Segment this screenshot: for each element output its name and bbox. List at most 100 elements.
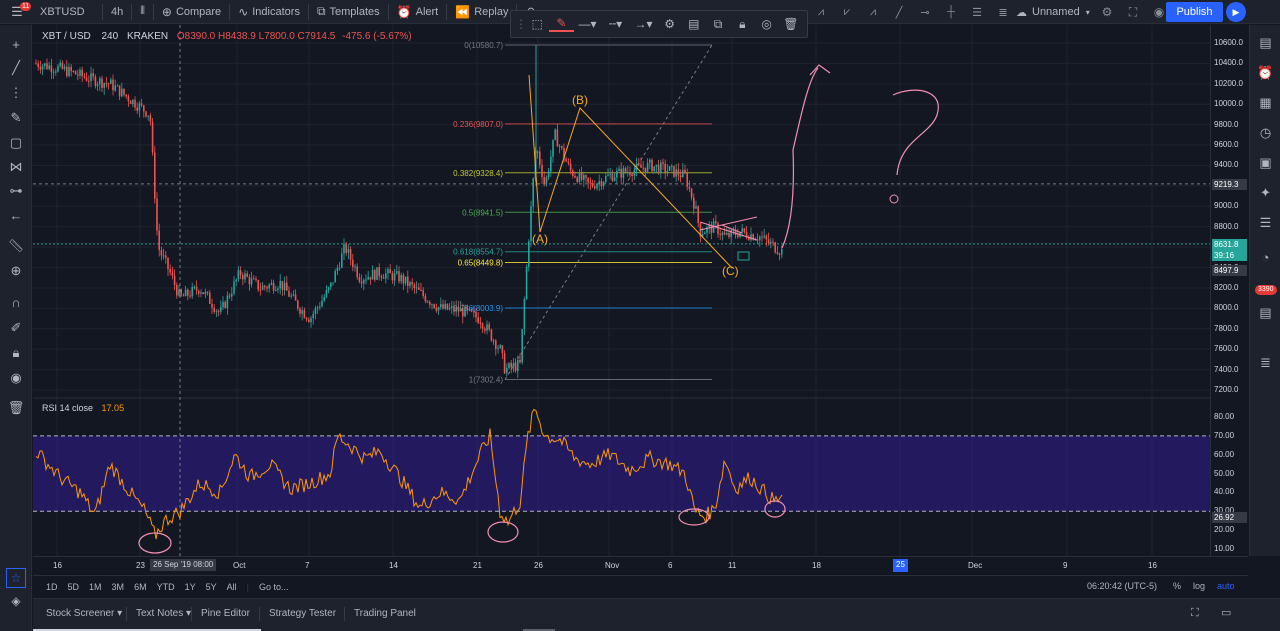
publish-button[interactable]: Publish	[1166, 2, 1223, 22]
star-favorites-icon[interactable]: ☆	[6, 568, 26, 588]
interval-button[interactable]: 4h	[111, 5, 124, 18]
bottom-tab-strategy-tester[interactable]: Strategy Tester	[269, 608, 337, 619]
calendar-icon[interactable]: ▣	[1259, 155, 1272, 170]
clock[interactable]: 06:20:42 (UTC-5)	[1087, 581, 1158, 591]
bottom-tab-pine-editor[interactable]: Pine Editor	[201, 608, 250, 619]
fib-icon[interactable]: ⋮	[9, 85, 23, 100]
drag-handle-icon[interactable]: ⋮	[515, 17, 527, 31]
text-icon[interactable]: ▢	[9, 135, 23, 150]
templates-button[interactable]: ⧉ Templates	[311, 0, 386, 24]
pattern-wave-icon[interactable]: ⩘	[869, 5, 877, 18]
hotlist-icon[interactable]: ◷	[1259, 125, 1272, 140]
compare-button[interactable]: ⊕ Compare	[156, 0, 227, 24]
alerts-icon[interactable]: ⏰	[1257, 65, 1274, 80]
trend-line-icon[interactable]: ╱	[12, 60, 20, 75]
order-panel-icon[interactable]: ▤	[1259, 305, 1272, 320]
legend-symbol[interactable]: XBT / USD	[42, 31, 91, 42]
auto-toggle[interactable]: auto	[1217, 581, 1235, 591]
crosshair-icon[interactable]: +	[12, 37, 20, 52]
ideas-icon[interactable]: ✦	[1260, 185, 1271, 200]
select-template-icon[interactable]: ⬚	[531, 17, 543, 31]
data-window-icon[interactable]: ▦	[1259, 95, 1272, 110]
bottom-tab-trading-panel[interactable]: Trading Panel	[354, 608, 416, 619]
arrow-left-icon[interactable]: ←	[9, 208, 23, 223]
horizontal-ray-icon[interactable]: ⊸	[920, 6, 930, 19]
candle-body	[587, 177, 589, 183]
pattern-xabcd-icon[interactable]: ⩘	[817, 5, 825, 18]
pattern-abcd-icon[interactable]: ⩗	[843, 5, 851, 18]
menu-button[interactable]: ☰ 11	[0, 0, 34, 24]
time-axis[interactable]: 16 23 Oct 7 14 21 26 Nov 6 11 18 25 Dec 9 16 26 Sep '19…	[33, 556, 1248, 574]
range-5d[interactable]: 5D	[67, 581, 80, 592]
bottom-tab-stock-screener[interactable]: Stock Screener ▾	[46, 608, 123, 619]
alert-button[interactable]: ⏰ Alert	[391, 0, 445, 24]
eye-icon[interactable]: ◉	[10, 370, 22, 385]
range-5y[interactable]: 5Y	[205, 581, 217, 592]
notifications-icon[interactable]: ◔	[1261, 250, 1270, 265]
candle-body	[778, 254, 781, 256]
fib-extension-icon[interactable]: ≣	[998, 6, 1008, 19]
play-icon[interactable]: ▶	[1226, 2, 1246, 22]
candle-body	[495, 340, 497, 349]
line-style-icon[interactable]: ╌▾	[608, 17, 623, 31]
chat-icon[interactable]: ☰	[1259, 215, 1272, 230]
brush-icon[interactable]: ✎	[10, 110, 22, 125]
rsi-band	[33, 435, 1210, 512]
magnet-icon[interactable]: ∩	[11, 295, 21, 310]
visibility-intervals-icon[interactable]: ▤	[688, 17, 700, 31]
lock-drawing-icon[interactable]: 🔒︎	[739, 16, 746, 31]
range-1d[interactable]: 1D	[46, 581, 58, 592]
time-tick: 7	[305, 561, 310, 570]
percent-toggle[interactable]: %	[1173, 581, 1182, 591]
time-tick: 21	[473, 561, 482, 570]
indicators-button[interactable]: ∿ Indicators	[232, 0, 306, 24]
candle-body	[536, 151, 539, 153]
price-axis[interactable]: 10600.0 10400.0 10200.0 10000.0 9800.0 9600.0…	[1210, 25, 1248, 556]
range-1m[interactable]: 1M	[89, 581, 102, 592]
candle-body	[57, 65, 59, 72]
maximize-panel-icon[interactable]: ⛶	[1191, 607, 1199, 619]
minimize-panel-icon[interactable]: ▭	[1221, 607, 1232, 619]
camera-icon[interactable]: ◉	[1153, 5, 1165, 19]
settings-gear-icon[interactable]: ⚙	[1101, 5, 1113, 19]
range-6m[interactable]: 6M	[134, 581, 147, 592]
range-all[interactable]: All	[226, 581, 237, 592]
range-1y[interactable]: 1Y	[184, 581, 196, 592]
log-toggle[interactable]: log	[1193, 581, 1206, 591]
line-width-icon[interactable]: —▾	[578, 17, 597, 31]
time-tick: Oct	[233, 561, 246, 570]
line-color-icon[interactable]: ✎	[549, 16, 574, 32]
line-end-icon[interactable]: →▾	[634, 17, 653, 31]
zoom-icon[interactable]: ⊕	[10, 263, 22, 278]
goto-button[interactable]: Go to...	[258, 581, 289, 592]
lock-drawing-icon[interactable]: ✐	[10, 320, 22, 335]
lock-icon[interactable]: 🔒︎	[12, 345, 20, 360]
pattern-icon[interactable]: ⋈	[9, 159, 23, 174]
delete-drawing-icon[interactable]: 🗑︎	[783, 17, 799, 31]
scroll-thumb[interactable]	[523, 629, 555, 631]
range-ytd[interactable]: YTD	[156, 581, 175, 592]
ruler-icon[interactable]: 📏︎	[7, 238, 25, 253]
dom-icon[interactable]: ≣	[1260, 355, 1271, 370]
hide-drawing-icon[interactable]: ◎	[761, 17, 772, 31]
symbol-search[interactable]: XBTUSD	[40, 5, 85, 18]
drawing-settings-icon[interactable]: ⚙	[664, 17, 675, 31]
clone-icon[interactable]: ⧉	[713, 16, 723, 31]
prediction-icon[interactable]: ⊶	[9, 183, 23, 198]
bottom-tab-text-notes[interactable]: Text Notes ▾	[136, 608, 192, 619]
line-tool-icon[interactable]: ╱	[895, 6, 903, 19]
replay-button[interactable]: ⏪ Replay	[449, 0, 514, 24]
watchlist-icon[interactable]: ▤	[1259, 35, 1272, 50]
layers-icon[interactable]: ◈	[11, 594, 21, 608]
chart-type-button[interactable]: ⫴	[134, 0, 151, 24]
trash-icon[interactable]: 🗑︎	[7, 400, 25, 415]
chart-pane[interactable]: 0(10580.7) 0.236(9807.0) 0.382(9328.4) 0.5(…	[33, 25, 1210, 556]
layout-name-button[interactable]: ☁ Unnamed ▾	[1016, 0, 1090, 24]
rsi-legend[interactable]: RSI 14 close 17.05	[42, 403, 124, 413]
fib-tool-icon[interactable]: ☰	[972, 6, 982, 19]
range-3m[interactable]: 3M	[111, 581, 125, 592]
candle-body	[134, 99, 136, 108]
chart-canvas[interactable]: 0(10580.7) 0.236(9807.0) 0.382(9328.4) 0.5(…	[33, 25, 1210, 556]
fullscreen-icon[interactable]: ⛶	[1128, 4, 1138, 19]
vertical-line-icon[interactable]: ┼	[947, 6, 955, 18]
